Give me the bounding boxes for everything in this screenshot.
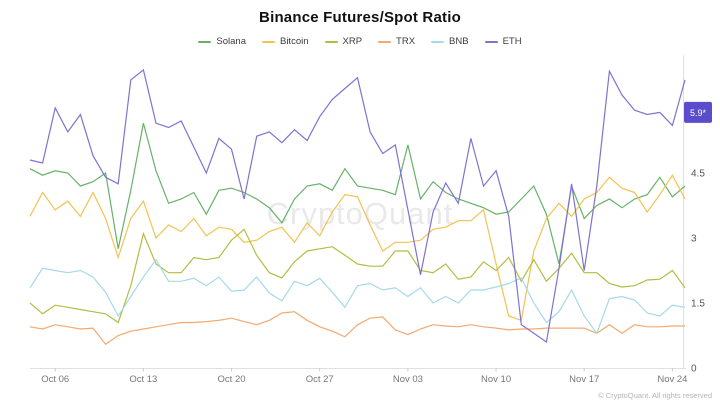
- x-axis-label: Nov 24: [657, 374, 687, 385]
- legend-item-solana[interactable]: Solana: [198, 36, 246, 47]
- series-line-bitcoin[interactable]: [29, 174, 686, 322]
- x-axis-label: Nov 10: [481, 374, 511, 385]
- x-axis-label: Nov 03: [393, 374, 423, 385]
- legend-swatch-icon: [378, 40, 392, 43]
- x-axis-label: Oct 20: [218, 374, 246, 385]
- legend-item-eth[interactable]: ETH: [484, 36, 522, 47]
- legend-label: XRP: [342, 36, 363, 47]
- legend-item-xrp[interactable]: XRP: [324, 36, 363, 47]
- copyright-note: © CryptoQuant. All rights reserved: [598, 391, 712, 400]
- series-line-trx[interactable]: [29, 311, 685, 346]
- y-axis-label: 3: [691, 234, 697, 245]
- x-axis-label: Oct 27: [306, 374, 334, 385]
- legend-label: ETH: [502, 36, 522, 47]
- legend-label: TRX: [396, 36, 416, 47]
- series-line-solana[interactable]: [29, 123, 686, 265]
- legend-swatch-icon: [431, 40, 445, 43]
- series-line-bnb[interactable]: [29, 258, 686, 335]
- legend-swatch-icon: [198, 40, 212, 43]
- y-axis-label: 4.5: [691, 169, 705, 180]
- legend-label: Solana: [216, 36, 246, 47]
- legend: Solana Bitcoin XRP TRX BNB ETH: [0, 36, 720, 47]
- x-axis-label: Oct 13: [129, 374, 157, 385]
- series-line-xrp[interactable]: [29, 228, 686, 324]
- legend-label: BNB: [449, 36, 469, 47]
- legend-item-bnb[interactable]: BNB: [431, 36, 469, 47]
- legend-label: Bitcoin: [279, 36, 309, 47]
- y-axis-label: 0: [691, 364, 697, 375]
- legend-swatch-icon: [484, 40, 498, 43]
- legend-item-trx[interactable]: TRX: [378, 36, 415, 47]
- legend-swatch-icon: [261, 40, 275, 43]
- y-axis-label: 1.5: [691, 299, 705, 310]
- series-line-eth[interactable]: [29, 68, 686, 344]
- legend-swatch-icon: [324, 40, 338, 43]
- chart-title: Binance Futures/Spot Ratio: [259, 9, 461, 26]
- x-axis-label: Oct 06: [41, 374, 69, 385]
- current-value-badge-label: 5.9*: [690, 108, 707, 118]
- legend-item-bitcoin[interactable]: Bitcoin: [261, 36, 309, 47]
- current-value-badge: [684, 101, 712, 123]
- x-axis-label: Nov 17: [569, 374, 599, 385]
